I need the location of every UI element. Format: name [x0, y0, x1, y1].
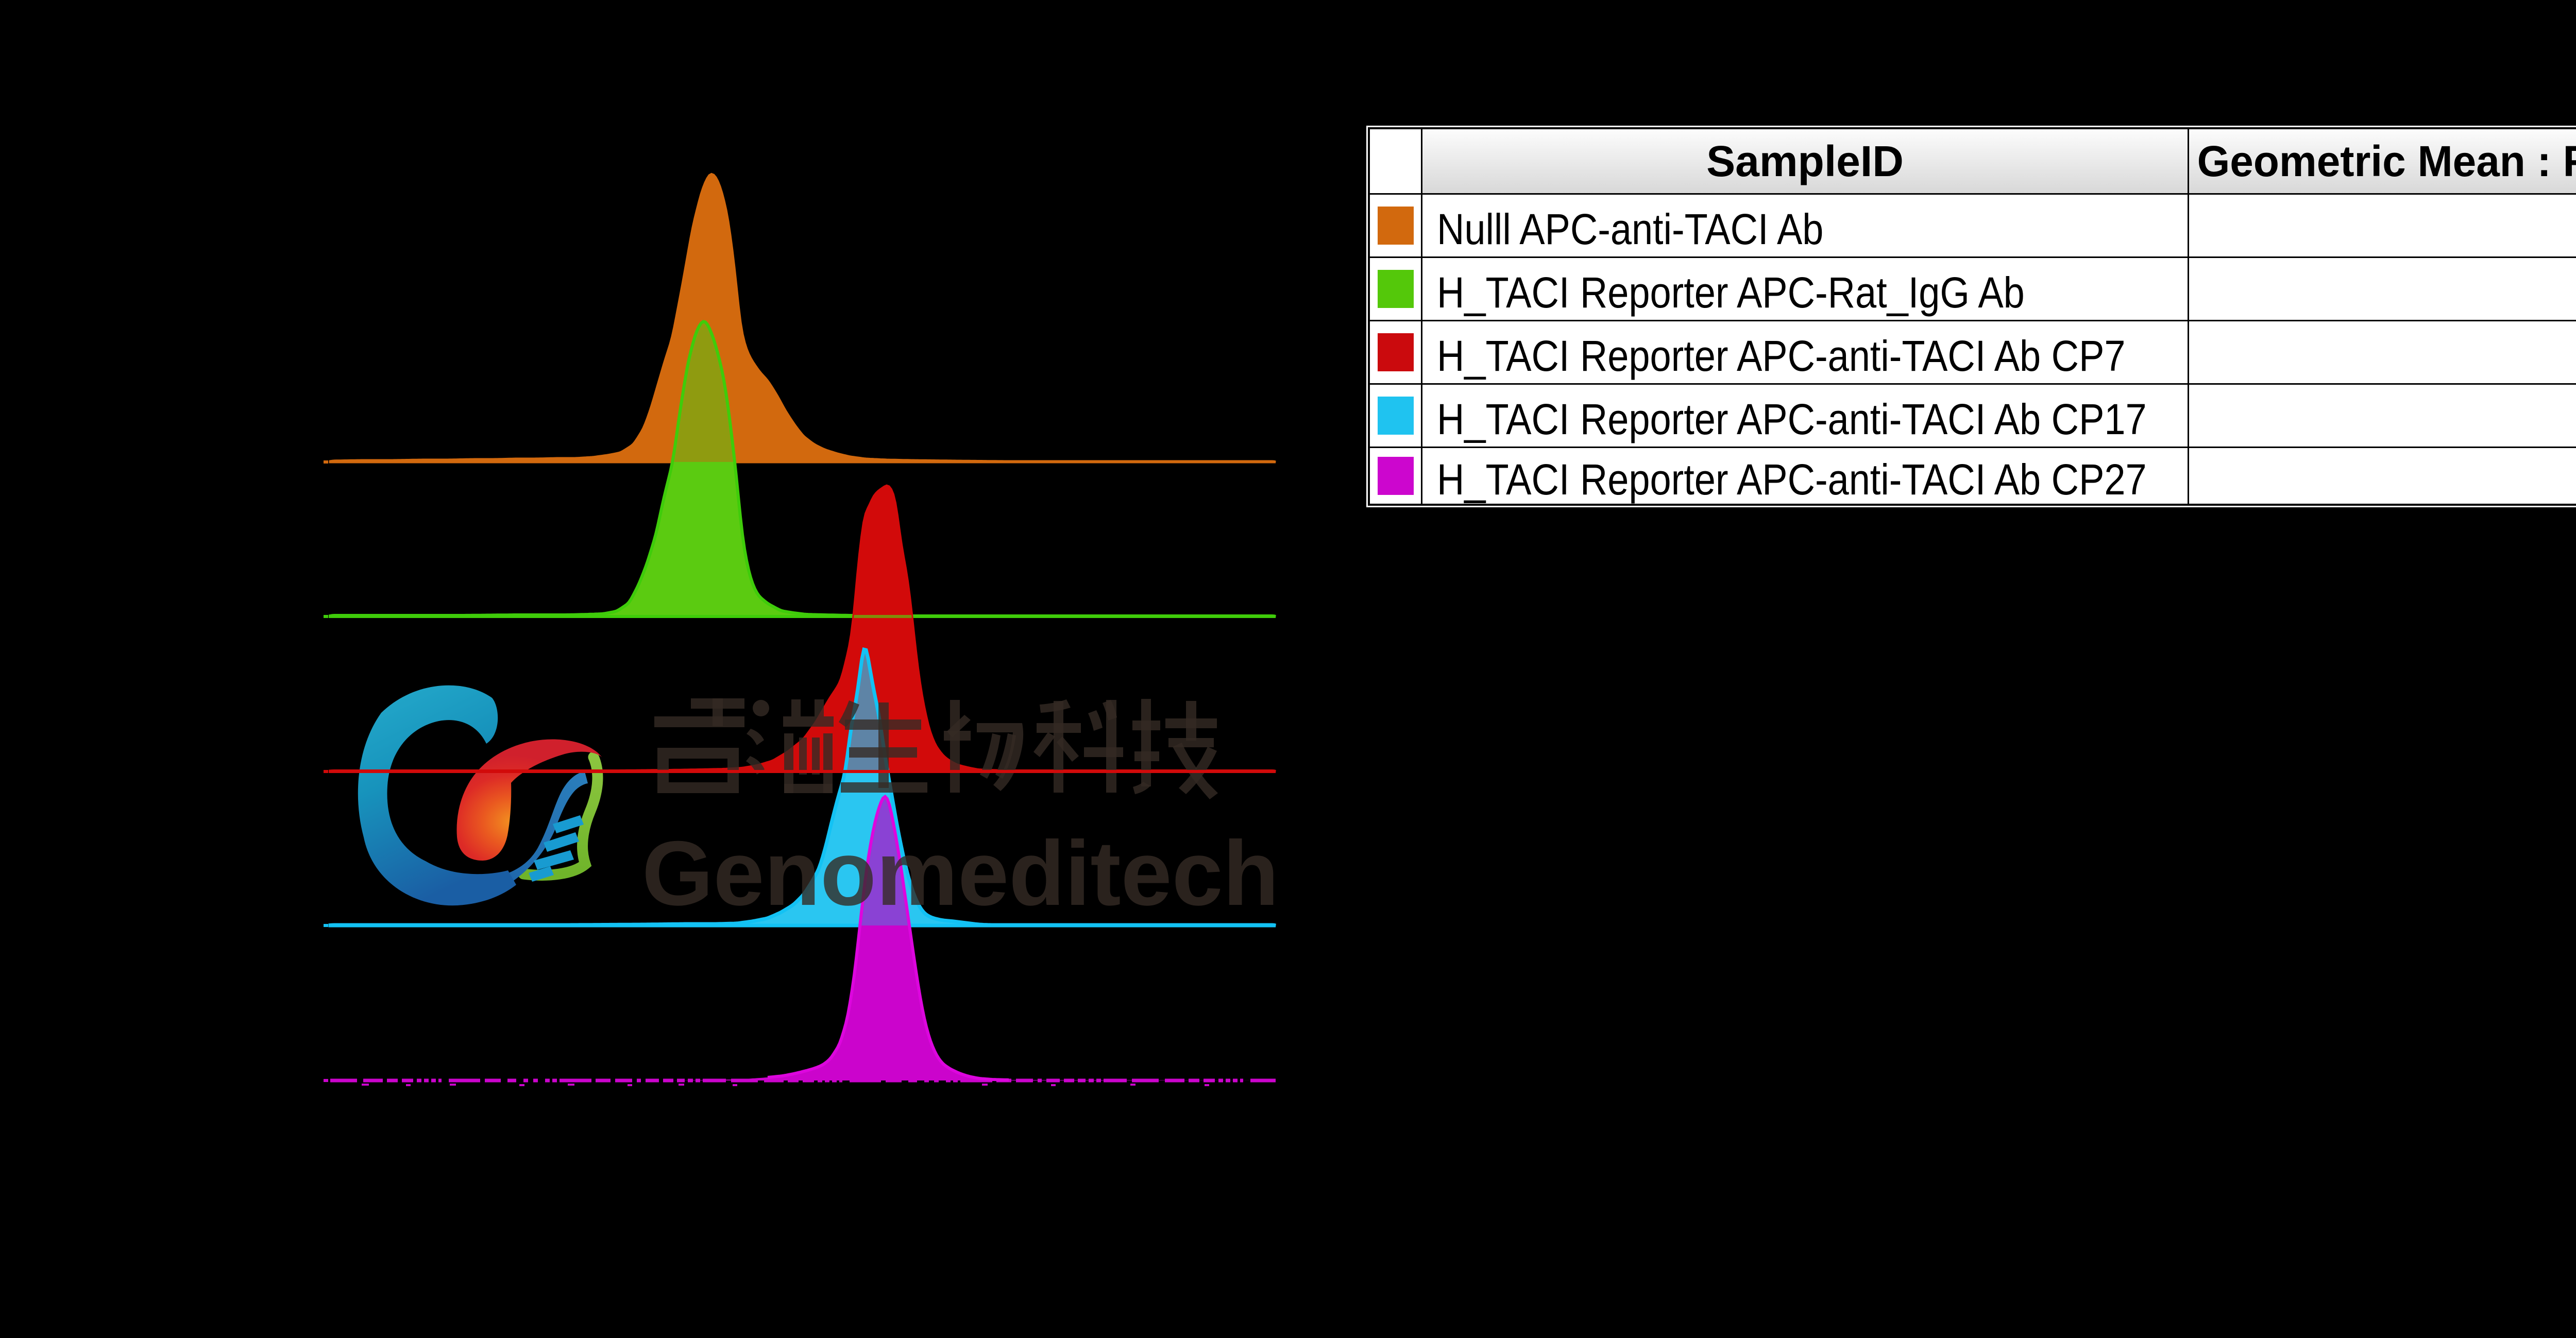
svg-text:Genomeditech: Genomeditech: [642, 822, 1279, 924]
